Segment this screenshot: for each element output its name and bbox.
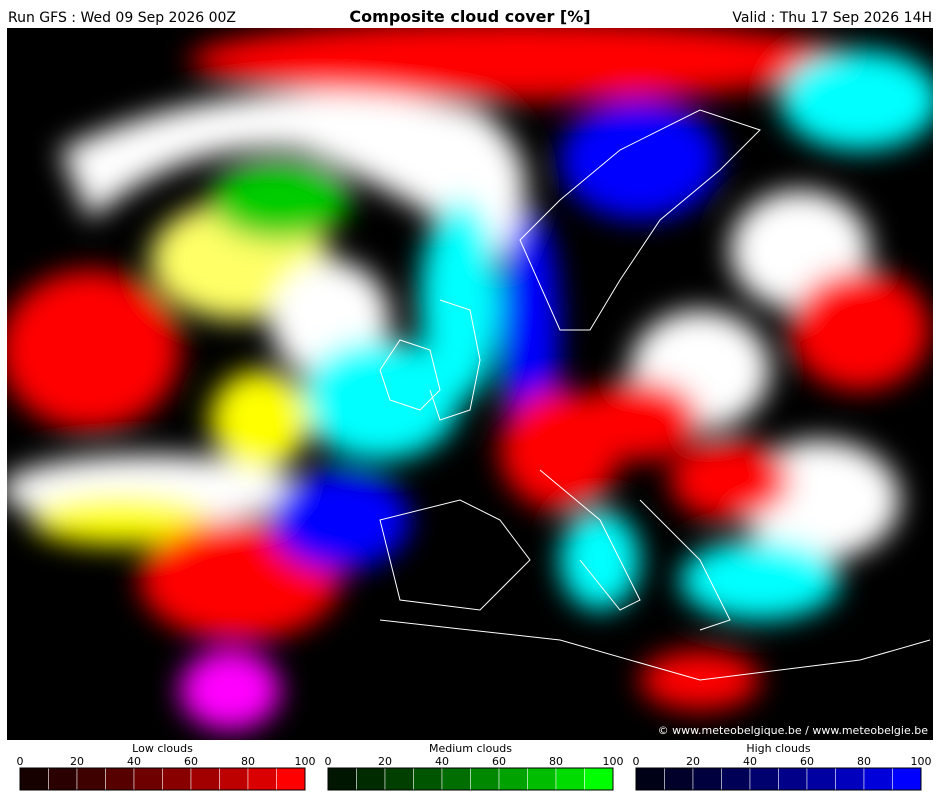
tick-label: 40 — [435, 755, 449, 768]
color-swatch — [835, 767, 865, 791]
copyright: © www.meteobelgique.be / www.meteobelgie… — [658, 724, 929, 737]
tick-label: 60 — [800, 755, 814, 768]
tick-label: 80 — [241, 755, 255, 768]
tick-label: 100 — [295, 755, 316, 768]
tick-label: 20 — [70, 755, 84, 768]
color-swatch — [555, 767, 585, 791]
color-swatch — [778, 767, 808, 791]
tick-label: 20 — [378, 755, 392, 768]
tick-label: 20 — [686, 755, 700, 768]
tick-label: 100 — [911, 755, 932, 768]
map — [7, 28, 933, 740]
colorbar-frame — [19, 767, 306, 791]
color-swatch — [721, 767, 751, 791]
color-swatch — [664, 767, 694, 791]
color-swatch — [105, 767, 135, 791]
color-swatch — [470, 767, 500, 791]
color-swatch — [413, 767, 443, 791]
tick-label: 60 — [184, 755, 198, 768]
run-label: Run GFS : Wed 09 Sep 2026 00Z — [8, 10, 236, 26]
tick-label: 40 — [743, 755, 757, 768]
color-swatch — [76, 767, 106, 791]
tick-label: 0 — [325, 755, 332, 768]
color-swatch — [892, 767, 922, 791]
legend-name: Medium clouds — [429, 742, 512, 755]
valid-label: Valid : Thu 17 Sep 2026 14H — [732, 10, 932, 26]
legend-name: Low clouds — [132, 742, 193, 755]
color-swatch — [806, 767, 836, 791]
color-swatch — [219, 767, 249, 791]
color-swatch — [692, 767, 722, 791]
color-swatch — [584, 767, 614, 791]
tick-label: 60 — [492, 755, 506, 768]
legend-name: High clouds — [746, 742, 811, 755]
color-swatch — [48, 767, 78, 791]
color-swatch — [133, 767, 163, 791]
tick-label: 0 — [633, 755, 640, 768]
color-swatch — [162, 767, 192, 791]
color-swatch — [276, 767, 306, 791]
color-swatch — [384, 767, 414, 791]
color-swatch — [635, 767, 665, 791]
tick-label: 0 — [17, 755, 24, 768]
color-swatch — [441, 767, 471, 791]
color-swatch — [247, 767, 277, 791]
color-swatch — [190, 767, 220, 791]
colorbar-frame — [635, 767, 922, 791]
tick-label: 80 — [857, 755, 871, 768]
color-swatch — [527, 767, 557, 791]
tick-label: 100 — [603, 755, 624, 768]
tick-label: 80 — [549, 755, 563, 768]
color-swatch — [749, 767, 779, 791]
tick-label: 40 — [127, 755, 141, 768]
color-swatch — [863, 767, 893, 791]
color-swatch — [19, 767, 49, 791]
color-swatch — [356, 767, 386, 791]
color-swatch — [327, 767, 357, 791]
color-swatch — [498, 767, 528, 791]
legends: Low clouds 0 20 40 60 80 100 Medium clouds 0 20 40… — [17, 742, 932, 791]
map-title: Composite cloud cover [%] — [349, 7, 590, 26]
colorbar-frame — [327, 767, 614, 791]
